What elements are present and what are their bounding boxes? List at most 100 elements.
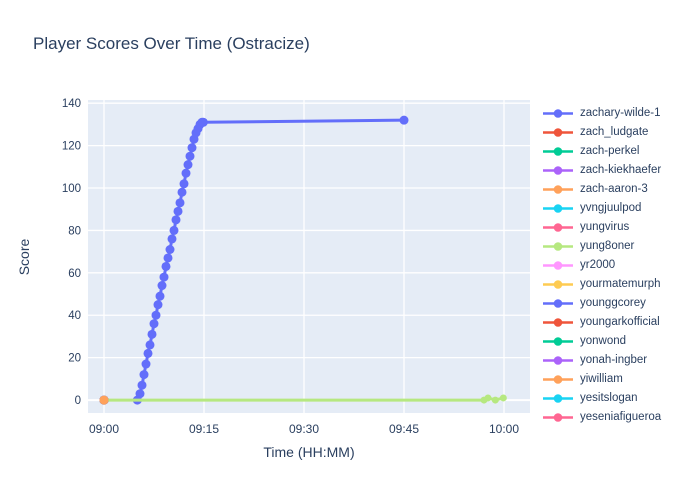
y-tick-label: 60 <box>68 268 81 280</box>
series-marker-zachary-wilde-1 <box>157 281 167 291</box>
legend-label: yonwond <box>580 335 627 347</box>
legend-item-zach-kiekhaefer[interactable]: zach-kiekhaefer <box>543 161 699 180</box>
series-marker-zachary-wilde-1 <box>143 348 153 358</box>
legend-line-marker-icon <box>543 394 573 403</box>
legend-item-zach-aaron-3[interactable]: zach-aaron-3 <box>543 180 699 199</box>
plot-background <box>88 100 530 413</box>
legend-line-marker-icon <box>543 337 573 346</box>
series-marker-zachary-wilde-1 <box>198 117 208 127</box>
legend-line-marker-icon <box>543 109 573 118</box>
legend-label: yungvirus <box>580 221 630 233</box>
series-marker-zachary-wilde-1 <box>135 389 145 399</box>
legend-label: yonah-ingber <box>580 354 648 366</box>
legend-label: zach-perkel <box>580 145 640 157</box>
legend-label: yung8oner <box>580 240 635 252</box>
y-tick-label: 120 <box>62 141 81 153</box>
legend-item-yr2000[interactable]: yr2000 <box>543 256 699 275</box>
x-tick-label: 09:15 <box>189 422 219 436</box>
legend-line-marker-icon <box>543 356 573 365</box>
legend-line-marker-icon <box>543 128 573 137</box>
legend-label: yvngjuulpod <box>580 202 642 214</box>
series-marker-zachary-wilde-1 <box>187 143 197 153</box>
legend-line-marker-icon <box>543 223 573 232</box>
legend-item-zach_ludgate[interactable]: zach_ludgate <box>543 123 699 142</box>
series-marker-zachary-wilde-1 <box>137 380 147 390</box>
legend-item-younggcorey[interactable]: younggcorey <box>543 294 699 313</box>
legend-label: yeseniafigueroa <box>580 411 662 423</box>
legend-line-marker-icon <box>543 166 573 175</box>
y-tick-label: 40 <box>68 310 81 322</box>
series-marker-yung8oner <box>491 396 499 404</box>
series-marker-zachary-wilde-1 <box>147 329 157 339</box>
series-marker-zachary-wilde-1 <box>173 206 183 216</box>
legend-item-yvngjuulpod[interactable]: yvngjuulpod <box>543 199 699 218</box>
series-marker-yiwilliam <box>99 395 109 405</box>
x-tick-label: 09:30 <box>289 422 319 436</box>
series-marker-zachary-wilde-1 <box>181 168 191 178</box>
legend-line-marker-icon <box>543 147 573 156</box>
y-tick-label: 80 <box>68 225 81 237</box>
legend-item-yungvirus[interactable]: yungvirus <box>543 218 699 237</box>
series-marker-zachary-wilde-1 <box>149 319 159 329</box>
y-tick-label: 20 <box>68 353 81 365</box>
series-marker-yung8oner <box>484 394 492 402</box>
x-axis-title: Time (HH:MM) <box>263 444 355 460</box>
legend-line-marker-icon <box>543 413 573 422</box>
y-axis-title: Score <box>16 238 32 276</box>
series-marker-zachary-wilde-1 <box>139 370 149 380</box>
legend-label: zach-kiekhaefer <box>580 164 662 176</box>
legend-item-yonwond[interactable]: yonwond <box>543 332 699 351</box>
series-marker-zachary-wilde-1 <box>159 272 169 282</box>
series-marker-zachary-wilde-1 <box>171 215 181 225</box>
legend-item-yiwilliam[interactable]: yiwilliam <box>543 370 699 389</box>
y-tick-label: 0 <box>75 395 81 407</box>
legend-item-youngarkofficial[interactable]: youngarkofficial <box>543 313 699 332</box>
legend-item-zachary-wilde-1[interactable]: zachary-wilde-1 <box>543 104 699 123</box>
series-marker-zachary-wilde-1 <box>183 160 193 170</box>
legend-line-marker-icon <box>543 375 573 384</box>
legend: zachary-wilde-1 zach_ludgate zach-perkel za… <box>543 104 699 424</box>
series-marker-zachary-wilde-1 <box>161 261 171 271</box>
series-marker-yung8oner <box>499 394 507 402</box>
legend-line-marker-icon <box>543 318 573 327</box>
legend-label: zachary-wilde-1 <box>580 107 661 119</box>
legend-item-yourmatemurph[interactable]: yourmatemurph <box>543 275 699 294</box>
series-marker-zachary-wilde-1 <box>163 253 173 263</box>
series-marker-zachary-wilde-1 <box>155 291 165 301</box>
series-marker-zachary-wilde-1 <box>185 151 195 161</box>
series-marker-zachary-wilde-1 <box>177 187 187 197</box>
series-marker-zachary-wilde-1 <box>167 234 177 244</box>
series-marker-zachary-wilde-1 <box>151 310 161 320</box>
series-marker-zachary-wilde-1 <box>153 300 163 310</box>
y-tick-label: 140 <box>62 98 81 110</box>
series-marker-zachary-wilde-1 <box>145 340 155 350</box>
legend-line-marker-icon <box>543 185 573 194</box>
legend-item-zach-perkel[interactable]: zach-perkel <box>543 142 699 161</box>
legend-label: zach-aaron-3 <box>580 183 648 195</box>
series-marker-zachary-wilde-1 <box>175 198 185 208</box>
series-marker-zachary-wilde-1 <box>169 225 179 235</box>
legend-line-marker-icon <box>543 261 573 270</box>
legend-label: youngarkofficial <box>580 316 660 328</box>
series-marker-zachary-wilde-1 <box>179 179 189 189</box>
x-tick-label: 09:45 <box>389 422 419 436</box>
legend-line-marker-icon <box>543 299 573 308</box>
legend-label: yr2000 <box>580 259 616 271</box>
legend-line-marker-icon <box>543 242 573 251</box>
series-marker-zachary-wilde-1 <box>399 115 409 125</box>
legend-line-marker-icon <box>543 204 573 213</box>
legend-item-yonah-ingber[interactable]: yonah-ingber <box>543 351 699 370</box>
legend-label: yiwilliam <box>580 373 623 385</box>
legend-item-yesitslogan[interactable]: yesitslogan <box>543 389 699 408</box>
legend-line-marker-icon <box>543 280 573 289</box>
x-tick-label: 10:00 <box>489 422 519 436</box>
legend-label: zach_ludgate <box>580 126 649 138</box>
legend-item-yung8oner[interactable]: yung8oner <box>543 237 699 256</box>
series-marker-zachary-wilde-1 <box>141 359 151 369</box>
y-tick-label: 100 <box>62 183 81 195</box>
series-marker-zachary-wilde-1 <box>165 245 175 255</box>
x-tick-label: 09:00 <box>89 422 119 436</box>
legend-item-yeseniafigueroa[interactable]: yeseniafigueroa <box>543 408 699 424</box>
